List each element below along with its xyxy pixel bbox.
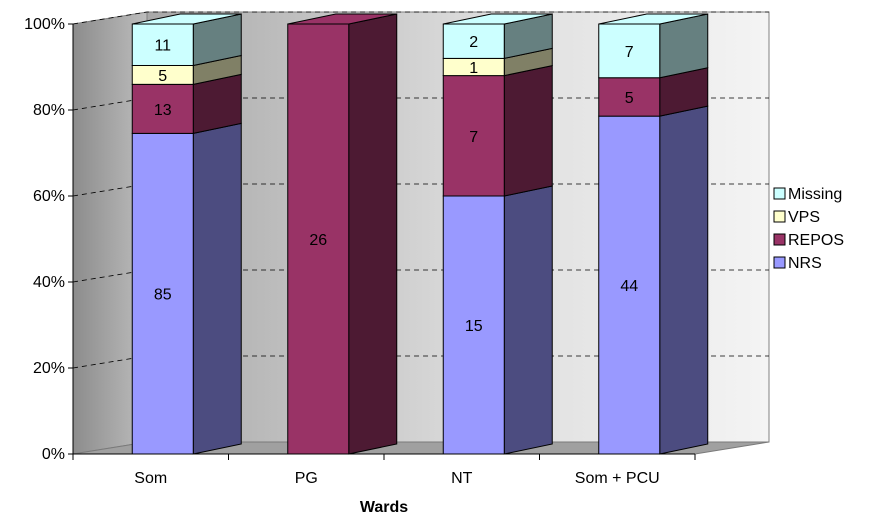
bar-segment-repos: 26	[287, 13, 398, 455]
bar-top-face	[443, 13, 553, 25]
bar-side-face	[192, 122, 242, 455]
bar-front-face	[442, 23, 505, 59]
legend-swatch	[773, 210, 786, 223]
legend-label: Missing	[788, 186, 842, 203]
data-label: 5	[625, 90, 634, 107]
bar-front-face	[287, 23, 350, 455]
y-tick-label: 100%	[24, 16, 65, 33]
legend-swatch	[773, 187, 786, 200]
bar-side-face	[503, 185, 553, 455]
legend-swatch	[773, 256, 786, 269]
legend-item-vps: VPS	[773, 209, 820, 226]
legend-item-repos: REPOS	[773, 232, 844, 249]
data-label: 5	[158, 68, 167, 85]
bar-side-face	[503, 64, 553, 197]
bar-segment-vps: 5	[131, 54, 242, 85]
data-label: 26	[309, 232, 327, 249]
bar-front-face	[442, 195, 505, 455]
legend-swatch	[773, 233, 786, 246]
bar-segment-repos: 5	[598, 67, 709, 117]
bar-side-face	[659, 13, 709, 79]
y-tick-label: 0%	[42, 446, 65, 463]
legend-item-missing: Missing	[773, 186, 842, 203]
data-label: 1	[469, 60, 478, 77]
bar-segment-missing: 7	[598, 13, 709, 79]
data-label: 7	[469, 129, 478, 146]
bar-top-face	[287, 13, 397, 25]
bar-side-face	[348, 13, 398, 455]
bar-front-face	[598, 115, 661, 455]
bar-segment-nrs: 44	[598, 105, 709, 455]
legend-item-nrs: NRS	[773, 255, 822, 272]
bar-segment-nrs: 85	[131, 122, 242, 455]
bar-segment-repos: 13	[131, 73, 242, 135]
bar-front-face	[131, 83, 194, 134]
bar-side-face	[659, 105, 709, 455]
data-label: 85	[154, 287, 172, 304]
data-label: 13	[154, 102, 172, 119]
bar-segment-repos: 7	[442, 64, 553, 197]
x-category-label: Som + PCU	[575, 470, 660, 487]
bar-segment-missing: 2	[442, 13, 553, 60]
legend-label: VPS	[788, 209, 820, 226]
bar-front-face	[442, 75, 505, 197]
y-tick-label: 80%	[33, 102, 65, 119]
bar-top-face	[598, 13, 708, 25]
data-label: 15	[465, 318, 483, 335]
bar-front-face	[131, 23, 194, 66]
gridline	[72, 11, 769, 25]
y-tick-label: 20%	[33, 360, 65, 377]
data-label: 7	[625, 44, 634, 61]
x-category-label: Som	[134, 470, 167, 487]
bar-top-face	[132, 13, 242, 25]
legend-box	[770, 182, 892, 275]
data-label: 2	[469, 34, 478, 51]
bar-front-face	[131, 132, 194, 455]
bar-segment-nrs: 15	[442, 185, 553, 455]
legend-label: NRS	[788, 255, 822, 272]
x-category-label: NT	[451, 470, 473, 487]
legend-label: REPOS	[788, 232, 844, 249]
bar-segment-vps: 1	[442, 47, 553, 77]
y-tick-label: 60%	[33, 188, 65, 205]
x-axis-title: Wards	[360, 499, 408, 516]
data-label: 44	[620, 278, 638, 295]
bar-segment-missing: 11	[131, 13, 242, 67]
data-label: 11	[154, 38, 171, 55]
y-tick-label: 40%	[33, 274, 65, 291]
x-category-label: PG	[295, 470, 318, 487]
